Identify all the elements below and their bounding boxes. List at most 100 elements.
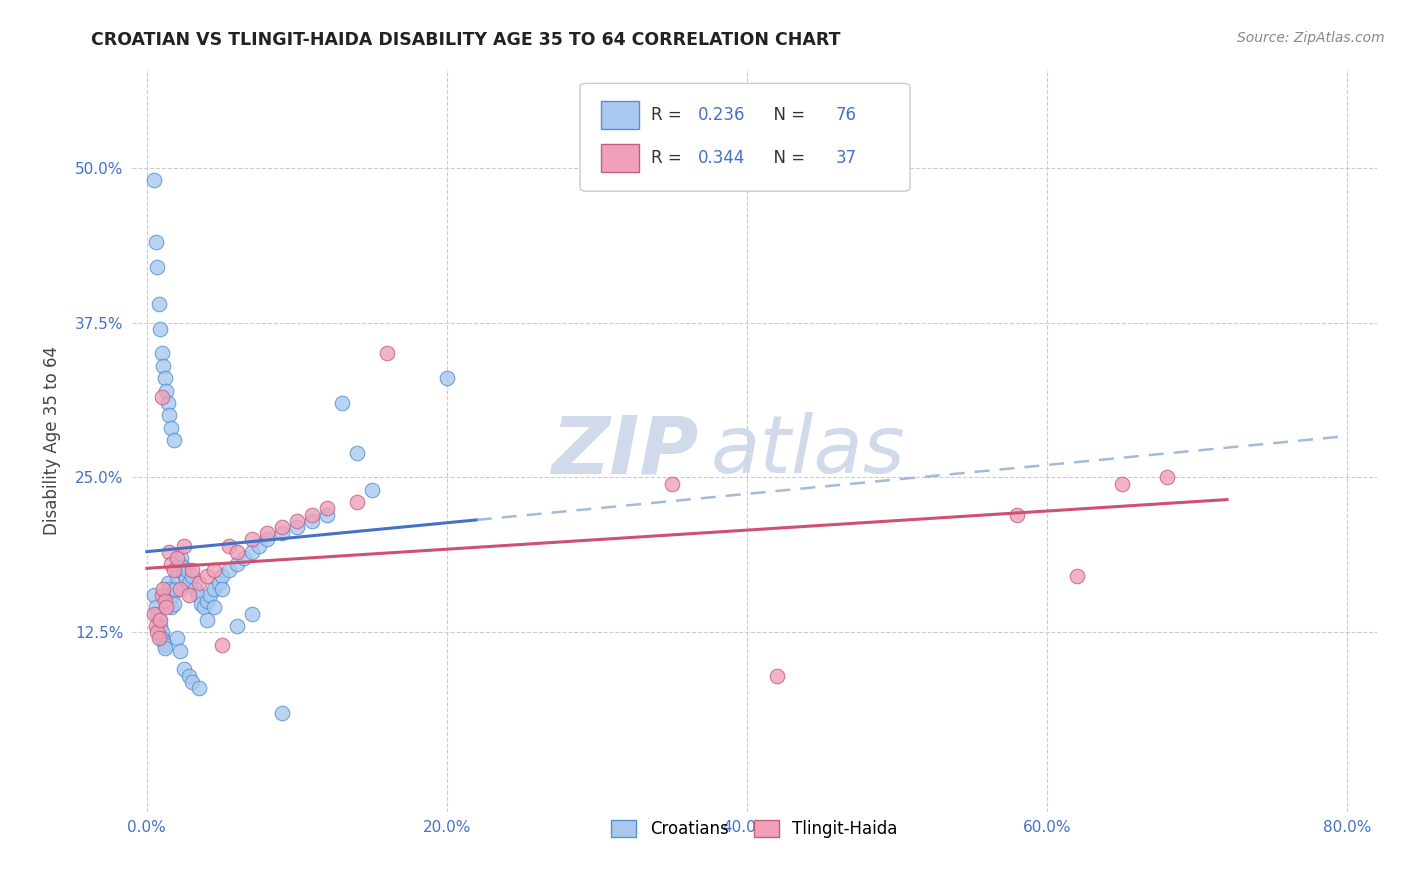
Legend: Croatians, Tlingit-Haida: Croatians, Tlingit-Haida xyxy=(605,813,904,845)
Point xyxy=(285,514,308,528)
Point xyxy=(160,557,183,571)
Y-axis label: Disability Age 35 to 64: Disability Age 35 to 64 xyxy=(44,346,60,534)
Point xyxy=(155,588,177,602)
Point xyxy=(436,371,458,385)
Point xyxy=(240,533,263,547)
Point xyxy=(202,563,225,577)
Point xyxy=(211,582,233,596)
Text: Source: ZipAtlas.com: Source: ZipAtlas.com xyxy=(1237,31,1385,45)
Point xyxy=(177,588,200,602)
Point xyxy=(166,632,188,646)
Point xyxy=(256,533,278,547)
Point xyxy=(301,508,323,522)
Point xyxy=(152,634,174,648)
Point xyxy=(173,539,195,553)
Point xyxy=(315,508,337,522)
Point xyxy=(330,396,353,410)
Point xyxy=(145,235,167,249)
Point xyxy=(208,575,231,590)
Point xyxy=(174,572,197,586)
Point xyxy=(155,384,177,398)
Point xyxy=(169,644,191,658)
Point xyxy=(153,641,176,656)
Point xyxy=(180,674,202,689)
Point xyxy=(163,433,186,447)
Text: CROATIAN VS TLINGIT-HAIDA DISABILITY AGE 35 TO 64 CORRELATION CHART: CROATIAN VS TLINGIT-HAIDA DISABILITY AGE… xyxy=(91,31,841,49)
Point xyxy=(193,600,215,615)
Point xyxy=(766,668,789,682)
Point xyxy=(218,563,240,577)
Point xyxy=(157,545,180,559)
Point xyxy=(346,495,368,509)
Point xyxy=(146,260,169,274)
Point xyxy=(188,575,211,590)
Point xyxy=(188,681,211,695)
Point xyxy=(146,625,169,640)
Point xyxy=(301,514,323,528)
Text: N =: N = xyxy=(763,149,810,167)
Point xyxy=(247,539,270,553)
Point xyxy=(170,550,193,565)
Point xyxy=(160,421,183,435)
Point xyxy=(202,582,225,596)
Point xyxy=(152,359,174,373)
Text: 0.236: 0.236 xyxy=(699,106,745,124)
Point xyxy=(146,607,169,621)
Point xyxy=(225,619,247,633)
Point xyxy=(375,346,398,360)
Point xyxy=(270,526,292,541)
Point xyxy=(346,445,368,459)
Point xyxy=(240,545,263,559)
FancyBboxPatch shape xyxy=(602,144,638,172)
Point xyxy=(160,600,183,615)
Text: ZIP: ZIP xyxy=(551,412,699,491)
Point xyxy=(1156,470,1178,484)
Point xyxy=(177,668,200,682)
Point xyxy=(156,575,179,590)
Point xyxy=(195,569,218,583)
Point xyxy=(150,625,173,640)
Point xyxy=(150,390,173,404)
Point xyxy=(143,607,166,621)
Point xyxy=(153,594,176,608)
Point xyxy=(162,588,184,602)
Point xyxy=(143,173,166,187)
Text: 76: 76 xyxy=(835,106,856,124)
FancyBboxPatch shape xyxy=(581,83,910,191)
Point xyxy=(360,483,382,497)
Point xyxy=(198,588,221,602)
Point xyxy=(285,520,308,534)
FancyBboxPatch shape xyxy=(602,101,638,129)
Point xyxy=(256,526,278,541)
Point xyxy=(1005,508,1028,522)
Point xyxy=(152,582,174,596)
Text: 37: 37 xyxy=(835,149,856,167)
Point xyxy=(177,575,200,590)
Point xyxy=(233,550,256,565)
Point xyxy=(156,396,179,410)
Point xyxy=(169,582,191,596)
Point xyxy=(270,520,292,534)
Point xyxy=(190,597,212,611)
Point xyxy=(1066,569,1088,583)
Text: R =: R = xyxy=(651,149,688,167)
Text: N =: N = xyxy=(763,106,810,124)
Point xyxy=(143,588,166,602)
Point xyxy=(149,619,172,633)
Point xyxy=(153,371,176,385)
Point xyxy=(149,321,172,335)
Point xyxy=(157,594,180,608)
Point xyxy=(148,613,170,627)
Point xyxy=(211,569,233,583)
Text: atlas: atlas xyxy=(711,412,905,491)
Point xyxy=(145,600,167,615)
Point xyxy=(172,559,194,574)
Point xyxy=(225,545,247,559)
Point xyxy=(166,569,188,583)
Point xyxy=(166,550,188,565)
Point xyxy=(157,409,180,423)
Text: 0.344: 0.344 xyxy=(699,149,745,167)
Point xyxy=(270,706,292,720)
Point xyxy=(195,613,218,627)
Point xyxy=(225,557,247,571)
